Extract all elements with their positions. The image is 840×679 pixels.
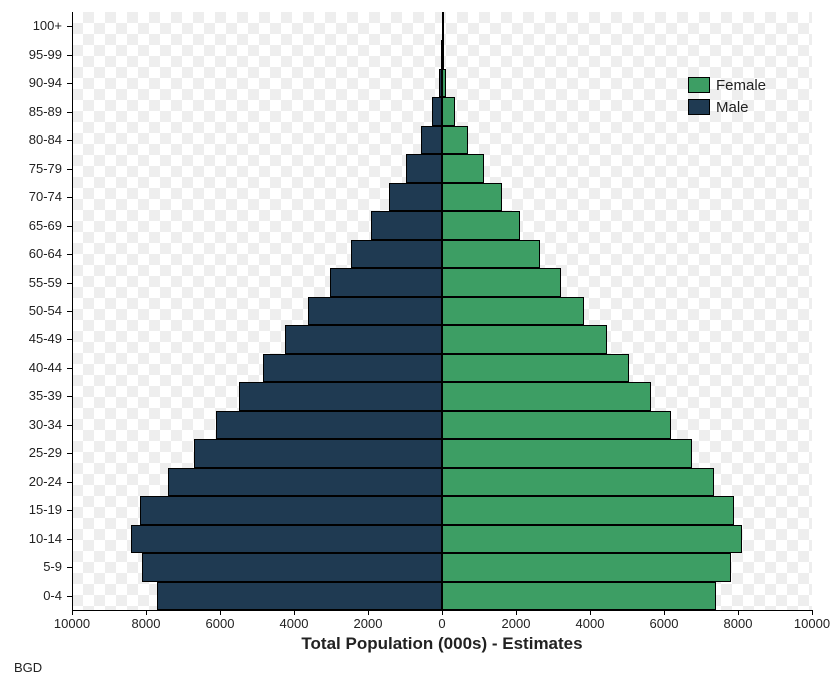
y-tick-label: 35-39 xyxy=(0,388,62,403)
bar-male xyxy=(285,325,442,353)
bar-female xyxy=(442,382,651,410)
y-tick-label: 65-69 xyxy=(0,218,62,233)
bar-female xyxy=(442,69,446,97)
legend-item-female: Female xyxy=(688,74,766,96)
bar-male xyxy=(371,211,442,239)
x-tick-label: 2000 xyxy=(354,616,383,631)
y-tick-label: 55-59 xyxy=(0,275,62,290)
bar-male xyxy=(142,553,442,581)
bar-female xyxy=(442,553,731,581)
bar-male xyxy=(421,126,442,154)
bar-female xyxy=(442,297,584,325)
y-tick-label: 15-19 xyxy=(0,502,62,517)
bar-female xyxy=(442,325,607,353)
bar-female xyxy=(442,354,629,382)
y-tick-label: 50-54 xyxy=(0,303,62,318)
x-tick-label: 0 xyxy=(438,616,445,631)
bar-male xyxy=(432,97,442,125)
bar-female xyxy=(442,183,502,211)
bar-male xyxy=(389,183,442,211)
y-tick-label: 60-64 xyxy=(0,246,62,261)
x-tick-label: 2000 xyxy=(502,616,531,631)
x-axis-label: Total Population (000s) - Estimates xyxy=(72,634,812,654)
y-tick-label: 45-49 xyxy=(0,331,62,346)
x-tick-label: 6000 xyxy=(650,616,679,631)
y-tick-label: 70-74 xyxy=(0,189,62,204)
y-tick-label: 30-34 xyxy=(0,417,62,432)
x-tick-label: 8000 xyxy=(724,616,753,631)
bar-male xyxy=(140,496,442,524)
bar-female xyxy=(442,126,468,154)
y-tick-label: 5-9 xyxy=(0,559,62,574)
bar-male xyxy=(194,439,442,467)
bar-male xyxy=(330,268,442,296)
bar-male xyxy=(168,468,442,496)
legend-swatch-male xyxy=(688,99,710,115)
bar-male xyxy=(239,382,443,410)
bar-male xyxy=(263,354,442,382)
x-tick-label: 10000 xyxy=(794,616,830,631)
bar-male xyxy=(216,411,442,439)
x-tick-label: 6000 xyxy=(206,616,235,631)
x-tick-label: 4000 xyxy=(280,616,309,631)
bar-female xyxy=(442,496,734,524)
y-tick-label: 100+ xyxy=(0,18,62,33)
bar-female xyxy=(442,411,671,439)
y-axis-line xyxy=(72,12,73,610)
y-tick-label: 90-94 xyxy=(0,75,62,90)
x-tick-label: 4000 xyxy=(576,616,605,631)
legend-label-male: Male xyxy=(716,99,749,116)
y-tick-label: 20-24 xyxy=(0,474,62,489)
y-tick-label: 95-99 xyxy=(0,47,62,62)
y-tick-label: 75-79 xyxy=(0,161,62,176)
footer-code: BGD xyxy=(14,660,42,675)
x-axis-line xyxy=(72,610,812,611)
bar-male xyxy=(131,525,442,553)
x-tick-label: 10000 xyxy=(54,616,90,631)
bar-female xyxy=(442,97,455,125)
y-tick-label: 0-4 xyxy=(0,588,62,603)
bar-female xyxy=(442,268,561,296)
bar-male xyxy=(351,240,442,268)
legend: Female Male xyxy=(688,74,766,118)
y-tick-label: 10-14 xyxy=(0,531,62,546)
y-tick-label: 80-84 xyxy=(0,132,62,147)
bar-female xyxy=(442,40,444,68)
bar-male xyxy=(406,154,442,182)
bar-male xyxy=(308,297,442,325)
bar-female xyxy=(442,525,742,553)
bar-female xyxy=(442,211,520,239)
legend-label-female: Female xyxy=(716,77,766,94)
y-tick-label: 40-44 xyxy=(0,360,62,375)
bar-female xyxy=(442,154,484,182)
bar-female xyxy=(442,12,444,40)
bar-female xyxy=(442,439,692,467)
x-tick-label: 8000 xyxy=(132,616,161,631)
legend-item-male: Male xyxy=(688,96,766,118)
bar-male xyxy=(157,582,442,610)
bar-female xyxy=(442,240,540,268)
bar-female xyxy=(442,582,716,610)
y-tick-label: 25-29 xyxy=(0,445,62,460)
legend-swatch-female xyxy=(688,77,710,93)
y-tick-label: 85-89 xyxy=(0,104,62,119)
bar-female xyxy=(442,468,714,496)
